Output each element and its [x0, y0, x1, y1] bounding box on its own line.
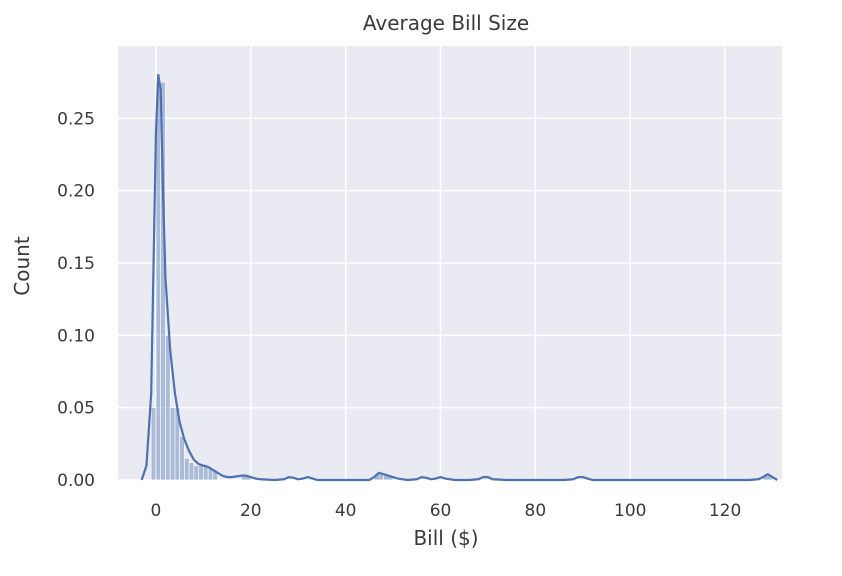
histogram-bar: [165, 335, 171, 481]
histogram-bar: [184, 457, 190, 481]
kde-line: [140, 73, 778, 482]
grid-lines: [118, 46, 782, 481]
x-tick-label: 0: [151, 501, 162, 521]
x-tick-label: 80: [525, 501, 547, 521]
y-tick-label: 0.15: [57, 254, 95, 274]
histogram-bar: [169, 407, 176, 481]
y-tick-label: 0.20: [57, 182, 95, 202]
x-tick-label: 100: [614, 501, 646, 521]
histogram-bar: [188, 462, 195, 481]
y-tick-label: 0.00: [57, 471, 95, 491]
y-tick-label: 0.10: [57, 326, 95, 346]
histogram-bar: [193, 465, 199, 481]
histogram-bar: [150, 407, 157, 481]
x-tick-label: 20: [240, 501, 262, 521]
y-tick-label: 0.25: [57, 109, 95, 129]
x-axis-label: Bill ($): [413, 526, 478, 550]
histogram-bar: [179, 436, 185, 481]
x-tick-label: 120: [709, 501, 741, 521]
histogram-bar: [198, 465, 204, 481]
x-tick-labels: 0 20 40 60 80 100 120: [151, 501, 742, 521]
histogram-bars: [150, 81, 773, 481]
x-tick-label: 60: [430, 501, 452, 521]
y-tick-label: 0.05: [57, 399, 95, 419]
chart-title: Average Bill Size: [363, 11, 529, 35]
y-axis-label: Count: [10, 236, 34, 296]
x-tick-label: 40: [335, 501, 357, 521]
y-tick-labels: 0.00 0.05 0.10 0.15 0.20 0.25: [57, 109, 95, 491]
